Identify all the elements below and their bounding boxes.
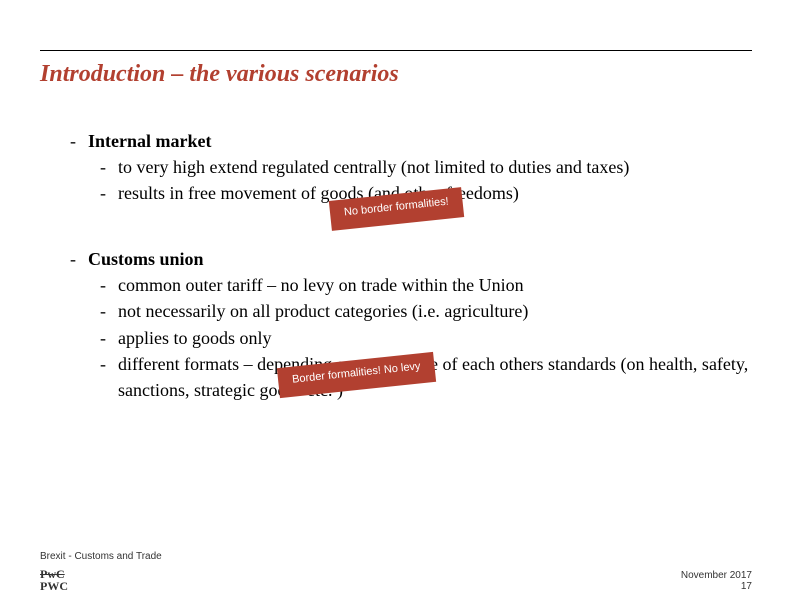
footer-topic: Brexit - Customs and Trade	[40, 551, 162, 562]
list-item: - to very high extend regulated centrall…	[100, 154, 752, 180]
list-item: - Customs union	[70, 246, 752, 272]
bullet-dash: -	[100, 325, 118, 351]
bullet-dash: -	[100, 272, 118, 298]
footer-right: November 2017 17	[681, 570, 752, 592]
list-text: to very high extend regulated centrally …	[118, 154, 629, 180]
slide-page: Introduction – the various scenarios - I…	[0, 0, 792, 612]
logo: PwC PWC	[40, 568, 162, 592]
list-item: - Internal market	[70, 128, 752, 154]
bullet-dash: -	[100, 298, 118, 324]
footer-left: Brexit - Customs and Trade PwC PWC	[40, 551, 162, 592]
bullet-dash: -	[100, 180, 118, 206]
list-item: - not necessarily on all product categor…	[100, 298, 752, 324]
title-rule	[40, 50, 752, 51]
body-content: - Internal market - to very high extend …	[40, 128, 752, 403]
footer-date: November 2017	[681, 570, 752, 581]
list-item: - applies to goods only	[100, 325, 752, 351]
callout-text: No border formalities!	[343, 196, 449, 219]
bullet-dash: -	[100, 351, 118, 403]
list-text: not necessarily on all product categorie…	[118, 298, 528, 324]
section-internal-market: - Internal market - to very high extend …	[40, 128, 752, 206]
section-heading: Customs union	[88, 246, 204, 272]
logo-bottom: PWC	[40, 580, 162, 592]
page-title: Introduction – the various scenarios	[40, 61, 752, 88]
section-customs-union: - Customs union - common outer tariff – …	[40, 246, 752, 403]
bullet-dash: -	[70, 128, 88, 154]
bullet-dash: -	[100, 154, 118, 180]
callout-text: Border formalities! No levy	[292, 361, 422, 386]
section-heading: Internal market	[88, 128, 211, 154]
list-text: applies to goods only	[118, 325, 272, 351]
footer-page-number: 17	[681, 581, 752, 592]
list-item: - common outer tariff – no levy on trade…	[100, 272, 752, 298]
bullet-dash: -	[70, 246, 88, 272]
list-text: common outer tariff – no levy on trade w…	[118, 272, 524, 298]
